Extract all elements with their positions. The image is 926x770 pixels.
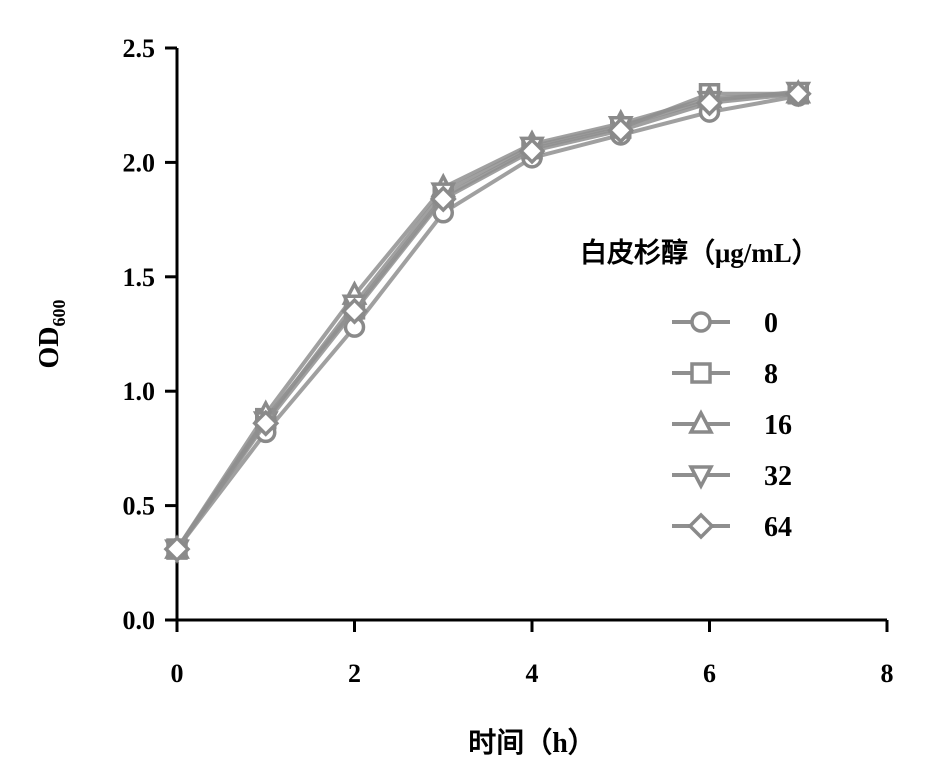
legend-label-0: 0 bbox=[764, 308, 778, 339]
legend-label-16: 16 bbox=[764, 410, 792, 441]
y-tick-label: 2.5 bbox=[123, 34, 156, 63]
y-tick-label: 0.0 bbox=[123, 606, 156, 635]
x-tick-label: 8 bbox=[881, 659, 894, 688]
legend-item-8: 8 bbox=[672, 359, 778, 390]
data-point-64-6 bbox=[696, 89, 723, 117]
y-axis-title-main: OD bbox=[34, 327, 65, 369]
data-point-64-4 bbox=[518, 137, 546, 165]
series-layer bbox=[163, 79, 812, 564]
legend-marker-64 bbox=[687, 512, 715, 540]
x-tick-label: 6 bbox=[703, 659, 716, 688]
axes: 0.0 0.5 1.0 1.5 2.0 2.5 0 2 4 6 8 bbox=[123, 34, 894, 688]
y-axis-title: OD600 bbox=[34, 300, 69, 369]
legend-item-64: 64 bbox=[672, 512, 792, 543]
legend-marker-16 bbox=[688, 409, 714, 434]
series-line-64 bbox=[175, 91, 799, 551]
legend-marker-32 bbox=[688, 465, 714, 490]
series-16 bbox=[164, 79, 812, 559]
legend-label-8: 8 bbox=[764, 359, 778, 390]
legend-label-32: 32 bbox=[764, 461, 792, 492]
legend-marker-0 bbox=[690, 311, 712, 333]
x-tick-label: 2 bbox=[348, 659, 361, 688]
legend-item-0: 0 bbox=[672, 308, 778, 339]
data-point-64-7 bbox=[784, 80, 812, 108]
series-line-16 bbox=[175, 91, 799, 551]
legend-label-64: 64 bbox=[764, 512, 792, 543]
x-axis-title: 时间（h） bbox=[468, 726, 596, 759]
y-tick-label: 1.0 bbox=[123, 377, 156, 406]
series-64 bbox=[163, 80, 812, 563]
series-line-0 bbox=[175, 94, 799, 551]
legend-marker-8 bbox=[690, 362, 712, 384]
x-tick-label: 0 bbox=[171, 659, 184, 688]
legend-item-16: 16 bbox=[672, 409, 792, 441]
legend-item-32: 32 bbox=[672, 461, 792, 492]
data-point-64-1 bbox=[252, 409, 280, 437]
y-tick-label: 2.0 bbox=[123, 148, 156, 177]
legend: 白皮杉醇（μg/mL） 0 8 16 32 64 bbox=[580, 237, 819, 543]
legend-title: 白皮杉醇（μg/mL） bbox=[580, 237, 819, 268]
data-point-64-3 bbox=[429, 185, 457, 213]
data-point-64-0 bbox=[163, 535, 191, 563]
data-point-64-5 bbox=[607, 116, 635, 144]
x-tick-label: 4 bbox=[526, 659, 539, 688]
y-axis-title-subscript: 600 bbox=[49, 300, 69, 327]
data-point-64-2 bbox=[341, 297, 368, 325]
y-tick-label: 0.5 bbox=[123, 492, 156, 521]
y-tick-label: 1.5 bbox=[123, 263, 156, 292]
